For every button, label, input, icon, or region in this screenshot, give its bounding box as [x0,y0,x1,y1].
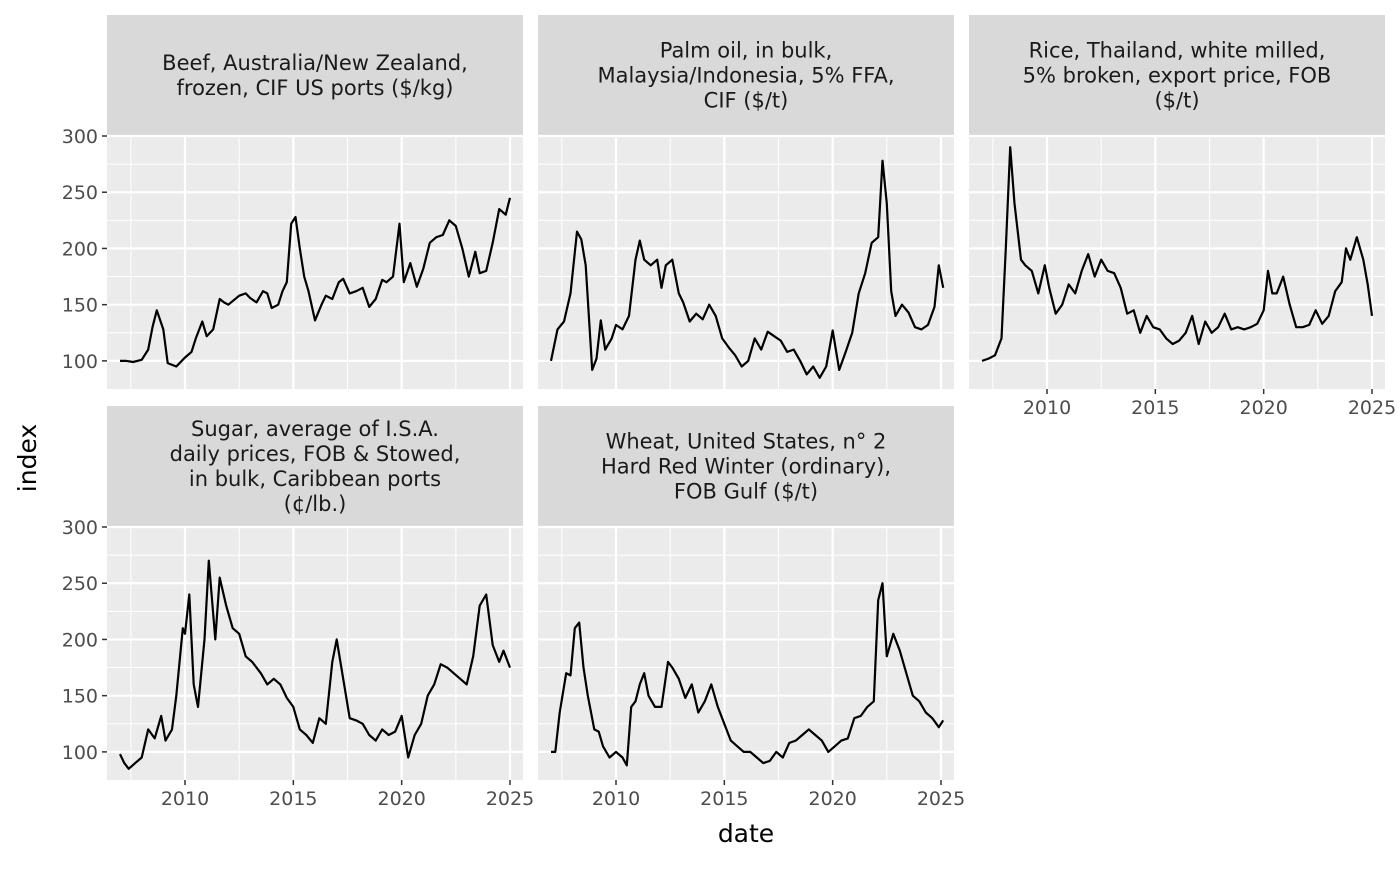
x-tick-label: 2020 [1239,397,1287,419]
facet-title-line: Rice, Thailand, white milled, [1029,39,1326,63]
facet-title-line: Sugar, average of I.S.A. [191,417,439,441]
facet-strip [969,15,1385,136]
x-tick-label: 2015 [1131,397,1179,419]
facet-strip [107,15,523,136]
plot-panel [107,527,523,780]
y-tick-label: 250 [62,573,98,595]
facet-title-line: ($/t) [1154,89,1199,113]
facet-title-line: FOB Gulf ($/t) [674,480,818,504]
x-tick-label: 2010 [161,788,209,810]
plot-panel [107,136,523,389]
plot-panel [969,136,1385,389]
x-tick-label: 2025 [1348,397,1396,419]
series-line [549,159,945,379]
facet-title-line: (¢/lb.) [284,492,347,516]
y-tick-label: 100 [62,742,98,764]
x-tick-label: 2015 [269,788,317,810]
facet-title-line: daily prices, FOB & Stowed, [170,442,461,466]
y-tick-label: 300 [62,517,98,539]
series-line [551,582,945,767]
x-tick-label: 2015 [700,788,748,810]
x-tick-label: 2025 [486,788,534,810]
series-line [120,197,512,368]
x-tick-label: 2010 [592,788,640,810]
y-tick-label: 200 [62,238,98,260]
y-tick-label: 300 [62,126,98,148]
facet-title-line: CIF ($/t) [704,89,789,113]
y-tick-label: 150 [62,295,98,317]
facet-panel-2: Palm oil, in bulk,Malaysia/Indonesia, 5%… [538,15,954,389]
y-tick-label: 100 [62,351,98,373]
x-tick-label: 2010 [1023,397,1071,419]
series-line [119,559,512,770]
x-axis-title: date [718,819,774,848]
facet-strip [538,15,954,136]
series-line [981,146,1374,362]
x-tick-label: 2025 [917,788,965,810]
facet-title-line: Malaysia/Indonesia, 5% FFA, [597,64,894,88]
x-tick-label: 2020 [377,788,425,810]
facet-title-line: frozen, CIF US ports ($/kg) [177,76,454,100]
plot-panel [538,136,954,389]
x-tick-label: 2020 [808,788,856,810]
facet-panel-4: Sugar, average of I.S.A.daily prices, FO… [62,406,534,810]
y-axis-title: index [13,424,42,492]
y-tick-label: 250 [62,182,98,204]
facet-strip [107,406,523,527]
facet-title-line: in bulk, Caribbean ports [189,467,441,491]
plot-panel [538,527,954,780]
y-tick-label: 150 [62,686,98,708]
facet-title-line: Hard Red Winter (ordinary), [601,455,891,479]
facet-strip [538,406,954,527]
facet-title-line: Beef, Australia/New Zealand, [162,51,468,75]
facet-panel-1: Beef, Australia/New Zealand,frozen, CIF … [62,15,523,389]
facet-panel-3: Rice, Thailand, white milled,5% broken, … [969,15,1396,419]
facet-title-line: Palm oil, in bulk, [660,39,833,63]
facet-title-line: Wheat, United States, n° 2 [606,430,887,454]
y-tick-label: 200 [62,629,98,651]
facet-title-line: 5% broken, export price, FOB [1023,64,1332,88]
